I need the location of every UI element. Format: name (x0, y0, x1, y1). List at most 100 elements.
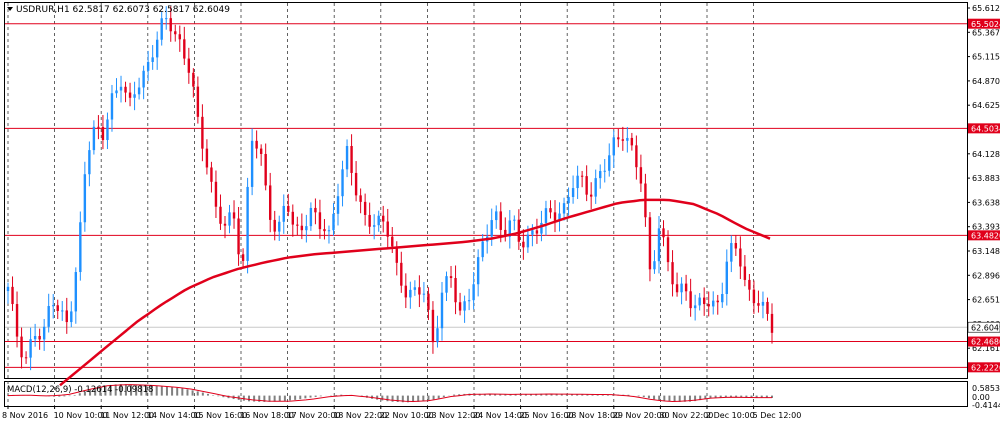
candle-body (382, 215, 385, 222)
current-price-bg (967, 321, 1000, 333)
price-tick-label: 63.8830 (972, 174, 1000, 183)
time-tick-label: 14 Nov 14:00 (147, 411, 201, 420)
candle-body (345, 145, 349, 170)
candle-body (653, 261, 656, 270)
candle-body (770, 313, 774, 333)
candle-body (386, 221, 389, 237)
candle-body (617, 137, 620, 140)
price-tick-label: 63.6380 (972, 198, 1000, 207)
candle-body (309, 207, 313, 227)
candle-body (580, 175, 584, 177)
candle-body (707, 304, 710, 307)
time-tick-label: 25 Nov 16:00 (520, 411, 574, 420)
candle-body (124, 86, 127, 93)
price-pane[interactable] (4, 2, 968, 379)
candle-body (540, 222, 543, 234)
candle-body (395, 246, 398, 263)
candle-body (70, 311, 73, 323)
candle-body (169, 18, 172, 32)
candle-body (259, 148, 263, 154)
candle-body (499, 211, 502, 230)
candle-body (155, 39, 159, 58)
candle-body (6, 286, 10, 292)
candle-body (684, 283, 688, 292)
candle-body (630, 137, 634, 146)
candle-body (192, 72, 195, 87)
candle-body (237, 218, 240, 255)
time-tick-label: 15 Nov 16:00 (193, 411, 247, 420)
candle-body (599, 171, 602, 179)
candle-body (513, 219, 516, 221)
candle-body (436, 328, 439, 343)
candle-body (680, 283, 683, 293)
candle-body (526, 234, 530, 248)
candle-body (133, 94, 136, 98)
time-tick-label: 29 Nov 20:00 (613, 411, 667, 420)
candle-body (626, 137, 629, 141)
price-tick-label: 62.6510 (972, 296, 1000, 305)
candle-body (11, 286, 14, 305)
candle-body (377, 215, 380, 226)
candle-body (739, 248, 742, 267)
candle-body (318, 212, 322, 230)
candle-body (666, 237, 670, 263)
horizontal-levels[interactable] (5, 23, 967, 368)
candle-body (115, 90, 118, 94)
candle-body (201, 116, 204, 149)
candle-body (531, 230, 534, 235)
candle-body (205, 148, 209, 168)
macd-tick-label: -0.41444 (972, 401, 1000, 410)
price-axis[interactable]: 65.612065.367065.115064.870064.625064.38… (967, 4, 1000, 373)
candle-body (354, 172, 358, 196)
chart-header[interactable]: USDRUR,H1 62.5817 62.6073 62.5817 62.604… (7, 5, 230, 15)
candle-body (445, 276, 448, 293)
candle-body (332, 213, 335, 231)
price-tick-label: 65.3670 (972, 28, 1000, 37)
macd-pane[interactable] (4, 381, 968, 407)
candle-body (106, 119, 109, 141)
candle-body (517, 219, 521, 242)
candle-body (372, 225, 376, 227)
candle-body (734, 243, 738, 249)
price-tick-label: 62.8960 (972, 271, 1000, 280)
candle-body (463, 301, 466, 311)
candle-body (440, 292, 444, 329)
candle-body (576, 175, 579, 189)
macd-tick-label: 0.58535 (972, 384, 1000, 393)
triangle-down-icon[interactable] (7, 7, 13, 11)
candle-body (391, 236, 394, 247)
candle-body (228, 212, 231, 226)
level-label: 62.4680 (971, 338, 1000, 347)
candle-body (476, 257, 480, 285)
candle-body (675, 284, 679, 293)
candle-body (146, 61, 150, 71)
candle-body (363, 201, 367, 215)
level-label-bg (968, 336, 1000, 347)
candle-body (748, 279, 751, 290)
candle-body (305, 226, 308, 231)
candle-body (74, 272, 78, 312)
candle-body (467, 300, 471, 302)
candle-body (571, 188, 575, 197)
price-tick-label: 64.8700 (972, 77, 1000, 86)
candle-body (232, 212, 236, 219)
candle-body (449, 276, 453, 279)
candle-body (721, 294, 724, 303)
chart-title: USDRUR,H1 62.5817 62.6073 62.5817 62.604… (16, 5, 230, 15)
time-tick-label: 10 Nov 10:00 (54, 411, 108, 420)
macd-title: MACD(12,26,9) -0.12614 -0.09818 (7, 385, 153, 395)
candle-body (504, 229, 507, 237)
candle-body (341, 169, 344, 197)
candle-body (689, 291, 692, 309)
candle-body (29, 339, 32, 358)
level-label-bg (968, 362, 1000, 373)
candle-body (549, 208, 552, 213)
level-label-bg (968, 123, 1000, 134)
candle-body (400, 262, 403, 286)
candle-body (350, 145, 353, 173)
time-tick-label: 2 Dec 10:00 (706, 411, 755, 420)
candle-body (79, 222, 82, 273)
